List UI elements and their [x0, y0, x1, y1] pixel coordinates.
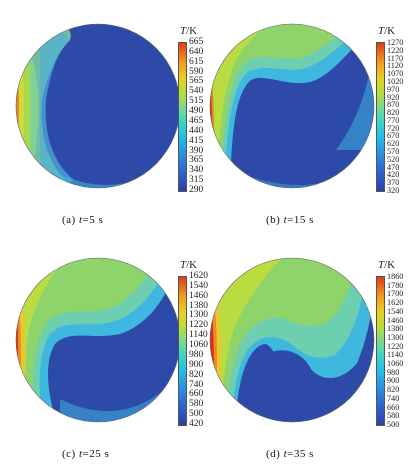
colorbar-gradient-a	[178, 42, 187, 192]
colorbar-tick-label: 340	[189, 165, 204, 176]
colorbar-tick-label: 620	[387, 139, 400, 149]
colorbar-tick-label: 1300	[387, 332, 404, 342]
colorbar-tick-label: 1540	[387, 306, 404, 316]
colorbar-c: T/K 1620 1540 1460 1380 1300 1220 1140 1060 980 9…	[178, 259, 208, 430]
colorbar-title-a: T/K	[180, 25, 198, 37]
colorbar-gradient-d	[376, 276, 385, 426]
colorbar-tick-label: 570	[387, 147, 400, 157]
colorbar-tick-label: 440	[189, 125, 204, 136]
temperature-disk-a	[15, 23, 181, 189]
temperature-disk-c	[15, 257, 181, 423]
colorbar-tick-label: 1220	[387, 341, 404, 351]
caption-c: (c) t=25 s	[62, 448, 110, 460]
colorbar-tick-label: 1020	[387, 76, 404, 86]
colorbar-tick-label: 520	[387, 154, 400, 164]
colorbar-tick-label: 390	[189, 145, 204, 156]
colorbar-tick-label: 1120	[387, 61, 404, 71]
colorbar-tick-label: 1860	[387, 272, 404, 281]
colorbar-tick-label: 580	[387, 411, 400, 421]
colorbar-tick-label: 1170	[387, 53, 404, 63]
colorbar-b: T/K 1270 1220 1170 1120 1070 1020 970 920 870 820…	[376, 25, 412, 196]
colorbar-tick-label: 665	[189, 37, 204, 47]
colorbar-tick-label: 465	[189, 115, 204, 126]
colorbar-tick-label: 980	[189, 349, 204, 360]
panel-a: T/K 665 640 615 590 565 540 515 490 465 440 415 390…	[0, 0, 206, 234]
colorbar-tick-label: 1700	[387, 289, 404, 299]
colorbar-tick-label: 1540	[189, 280, 208, 291]
colorbar-tick-label: 900	[387, 376, 400, 386]
colorbar-title-d: T/K	[378, 259, 396, 271]
colorbar-tick-label: 980	[387, 367, 400, 377]
colorbar-tick-label: 1460	[189, 290, 208, 301]
colorbar-tick-label: 670	[387, 131, 400, 141]
colorbar-tick-label: 315	[189, 175, 204, 186]
colorbar-tick-label: 470	[387, 162, 400, 172]
colorbar-tick-label: 920	[387, 92, 400, 102]
colorbar-tick-label: 820	[189, 369, 204, 380]
colorbar-title-b: T/K	[378, 25, 396, 37]
colorbar-tick-label: 900	[189, 359, 204, 370]
caption-b: (b) t=15 s	[266, 214, 314, 226]
colorbar-tick-label: 1270	[387, 38, 404, 47]
colorbar-tick-label: 1620	[189, 271, 208, 281]
colorbar-gradient-b	[376, 42, 385, 192]
colorbar-tick-label: 1070	[387, 69, 404, 79]
colorbar-tick-label: 500	[387, 420, 400, 429]
colorbar-tick-label: 290	[189, 185, 204, 195]
colorbar-tick-label: 420	[189, 419, 204, 429]
colorbar-gradient-c	[178, 276, 187, 426]
caption-d: (d) t=35 s	[266, 448, 314, 460]
colorbar-tick-label: 320	[387, 186, 400, 195]
colorbar-tick-label: 1620	[387, 298, 404, 308]
colorbar-tick-label: 515	[189, 96, 204, 107]
colorbar-tick-label: 415	[189, 135, 204, 146]
colorbar-tick-label: 660	[387, 402, 400, 412]
colorbar-tick-label: 1060	[387, 359, 404, 369]
colorbar-tick-label: 640	[189, 46, 204, 57]
colorbar-tick-label: 1140	[387, 350, 404, 360]
temperature-disk-b	[209, 23, 375, 189]
colorbar-tick-label: 1780	[387, 280, 404, 290]
colorbar-tick-label: 870	[387, 100, 400, 110]
colorbar-tick-label: 1220	[189, 320, 208, 331]
colorbar-title-c: T/K	[180, 259, 198, 271]
colorbar-tick-label: 1140	[189, 330, 208, 341]
colorbar-tick-label: 1380	[189, 300, 208, 311]
panel-b: T/K 1270 1220 1170 1120 1070 1020 970 920 870 820…	[206, 0, 412, 234]
colorbar-tick-label: 720	[387, 123, 400, 133]
colorbar-a: T/K 665 640 615 590 565 540 515 490 465 440 415 390…	[178, 25, 208, 196]
temperature-disk-d	[209, 257, 375, 423]
colorbar-tick-label: 1060	[189, 340, 208, 351]
colorbar-tick-label: 1220	[387, 45, 404, 55]
colorbar-tick-label: 1460	[387, 315, 404, 325]
colorbar-tick-label: 565	[189, 76, 204, 87]
colorbar-tick-label: 770	[387, 115, 400, 125]
colorbar-tick-label: 365	[189, 155, 204, 166]
colorbar-tick-label: 660	[189, 389, 204, 400]
caption-a: (a) t=5 s	[62, 214, 104, 226]
colorbar-tick-label: 1380	[387, 324, 404, 334]
colorbar-tick-label: 615	[189, 56, 204, 67]
colorbar-tick-label: 540	[189, 86, 204, 97]
colorbar-tick-label: 580	[189, 399, 204, 410]
panel-c: T/K 1620 1540 1460 1380 1300 1220 1140 1060 980 9…	[0, 234, 208, 468]
colorbar-d: T/K 1860 1780 1700 1620 1540 1460 1380 1300 1220…	[376, 259, 412, 430]
colorbar-tick-label: 490	[189, 106, 204, 117]
colorbar-tick-label: 370	[387, 178, 400, 188]
colorbar-tick-label: 590	[189, 66, 204, 77]
colorbar-tick-label: 820	[387, 108, 400, 118]
colorbar-tick-label: 740	[189, 379, 204, 390]
colorbar-tick-label: 740	[387, 393, 400, 403]
colorbar-tick-label: 500	[189, 409, 204, 420]
colorbar-tick-label: 820	[387, 385, 400, 395]
panel-d: T/K 1860 1780 1700 1620 1540 1460 1380 1300 1220…	[206, 234, 412, 468]
colorbar-tick-label: 970	[387, 84, 400, 94]
colorbar-tick-label: 420	[387, 170, 400, 180]
colorbar-tick-label: 1300	[189, 310, 208, 321]
